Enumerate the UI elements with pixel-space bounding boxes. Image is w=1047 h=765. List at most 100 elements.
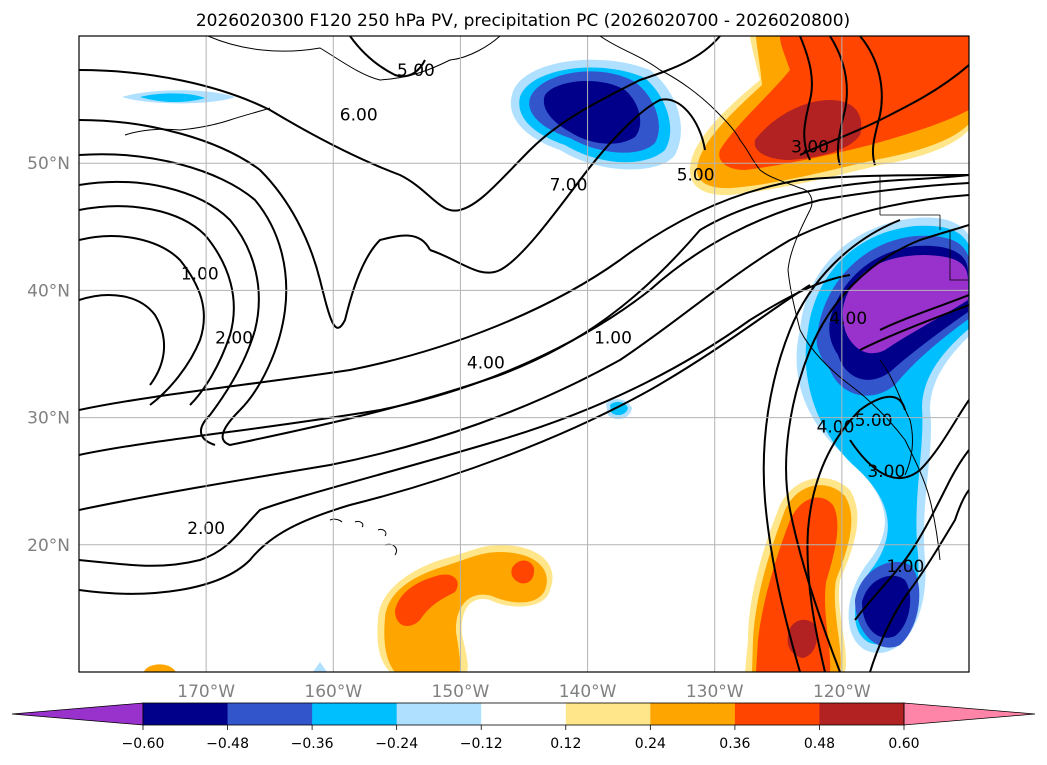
contour-labels: 1.002.002.004.001.006.005.007.005.003.00… (181, 61, 925, 577)
contour-label-text: 4.00 (467, 354, 505, 374)
lat-tick-labels: 20°N 30°N 40°N 50°N (27, 154, 70, 556)
colorbar-tick-label: −0.24 (375, 736, 418, 752)
contour-label: 3.00 (867, 462, 905, 482)
pv-contours (79, 36, 969, 672)
contour-label-text: 5.00 (855, 411, 893, 431)
lat-tick-label: 40°N (27, 281, 70, 301)
colorbar (11, 702, 1036, 726)
colorbar-tick-label: −0.60 (122, 736, 165, 752)
pv-contour-ca-5 (859, 304, 969, 351)
pv-contour-mx-3 (849, 399, 969, 480)
colorbar-segment (565, 703, 651, 725)
contour-label-text: 1.00 (594, 328, 632, 348)
lat-tick-label: 30°N (27, 409, 70, 429)
precip-negative-bering (122, 90, 235, 104)
contour-label-text: 4.00 (829, 309, 867, 329)
precip-negative-alaska (510, 59, 681, 170)
pv-contour-jet-2 (79, 182, 969, 456)
precip-positive-baja (745, 478, 858, 672)
colorbar-tick-labels: −0.60 −0.48 −0.36 −0.24 −0.12 0.12 0.24 0.36 0.4… (122, 725, 920, 752)
pv-contour-ca-1 (785, 224, 969, 672)
pv-contour-jet-4 (79, 274, 851, 567)
coastline-hawaii (329, 518, 398, 556)
pv-contour-ca-3 (806, 395, 906, 672)
contour-label: 5.00 (677, 165, 715, 185)
colorbar-segment (396, 703, 482, 725)
contour-label: 7.00 (550, 176, 588, 196)
pv-contour-6 (79, 36, 721, 212)
colorbar-segment (143, 703, 229, 725)
colorbar-segment (227, 703, 313, 725)
pv-contour-5 (79, 119, 431, 329)
colorbar-tick-label: 0.36 (719, 736, 750, 752)
colorbar-segment (481, 703, 567, 725)
colorbar-tick-label: −0.48 (206, 736, 249, 752)
contour-label-text: 1.00 (181, 265, 219, 285)
contour-label: 4.00 (829, 309, 867, 329)
contour-label-text: 3.00 (867, 462, 905, 482)
contour-label-text: 4.00 (817, 417, 855, 437)
pv-contour-2 (79, 205, 235, 406)
contour-label: 5.00 (397, 61, 435, 81)
colorbar-frame (142, 702, 905, 726)
pv-contour-pnw-1 (799, 36, 813, 161)
contour-label: 2.00 (215, 328, 253, 348)
contour-label-text: 2.00 (215, 328, 253, 348)
coastline-bc (599, 36, 813, 211)
pv-contour-jet-3 (79, 194, 969, 511)
lon-tick-label: 140°W (559, 682, 617, 702)
colorbar-tick-label: −0.36 (291, 736, 334, 752)
coastline-baja (879, 359, 913, 476)
pv-contour-1 (79, 235, 205, 406)
lon-tick-label: 120°W (813, 682, 871, 702)
lon-tick-labels: 170°W 160°W 150°W 140°W 130°W 120°W (177, 682, 871, 702)
contour-label: 5.00 (855, 411, 893, 431)
colorbar-segment (312, 703, 398, 725)
state-borders (879, 175, 969, 281)
contour-label: 1.00 (181, 265, 219, 285)
pv-contour-alaska-5 (349, 36, 426, 78)
chart-title: 2026020300 F120 250 hPa PV, precipitatio… (196, 11, 850, 31)
colorbar-tick-label: 0.24 (635, 736, 666, 752)
lon-tick-label: 130°W (686, 682, 744, 702)
pv-contour-pnw-2 (829, 36, 848, 166)
colorbar-tick-label: 0.12 (550, 736, 581, 752)
pv-contour-ca-4 (879, 294, 969, 331)
map-frame (78, 35, 970, 673)
coastline-alaska (207, 36, 501, 81)
colorbar-tick-label: −0.12 (460, 736, 503, 752)
precip-negative-california (796, 217, 969, 653)
contour-label-text: 6.00 (340, 106, 378, 126)
lon-tick-label: 150°W (432, 682, 490, 702)
coastlines (124, 36, 969, 561)
colorbar-segment (819, 703, 905, 725)
contour-label: 4.00 (817, 417, 855, 437)
colorbar-tick-label: 0.60 (888, 736, 919, 752)
lat-tick-label: 20°N (27, 536, 70, 556)
contour-label-text: 7.00 (550, 176, 588, 196)
contour-label-text: 5.00 (677, 165, 715, 185)
map-area: 1.002.002.004.001.006.005.007.005.003.00… (79, 36, 969, 672)
contour-label-text: 3.00 (791, 137, 829, 157)
colorbar-tick-label: 0.48 (804, 736, 835, 752)
lon-tick-label: 160°W (304, 682, 362, 702)
contour-label-text: 1.00 (886, 557, 924, 577)
pv-contour-4 (79, 153, 969, 447)
colorbar-segment (650, 703, 736, 725)
pv-contour-1-inner (79, 294, 166, 386)
contour-label: 1.00 (886, 557, 924, 577)
colorbar-extend-high (903, 702, 1036, 726)
lon-tick-label: 170°W (177, 682, 235, 702)
lat-tick-label: 50°N (27, 154, 70, 174)
pv-contour-7 (429, 98, 706, 274)
pv-contour-jet-1 (79, 174, 969, 411)
coastline-california-mexico (787, 209, 941, 561)
contour-label-text: 5.00 (397, 61, 435, 81)
pv-contour-mx-2 (854, 449, 969, 621)
contour-label: 3.00 (791, 137, 829, 157)
coastline-aleutians (124, 107, 271, 136)
contour-label: 1.00 (594, 328, 632, 348)
contour-label: 6.00 (340, 106, 378, 126)
gridlines (79, 36, 969, 672)
